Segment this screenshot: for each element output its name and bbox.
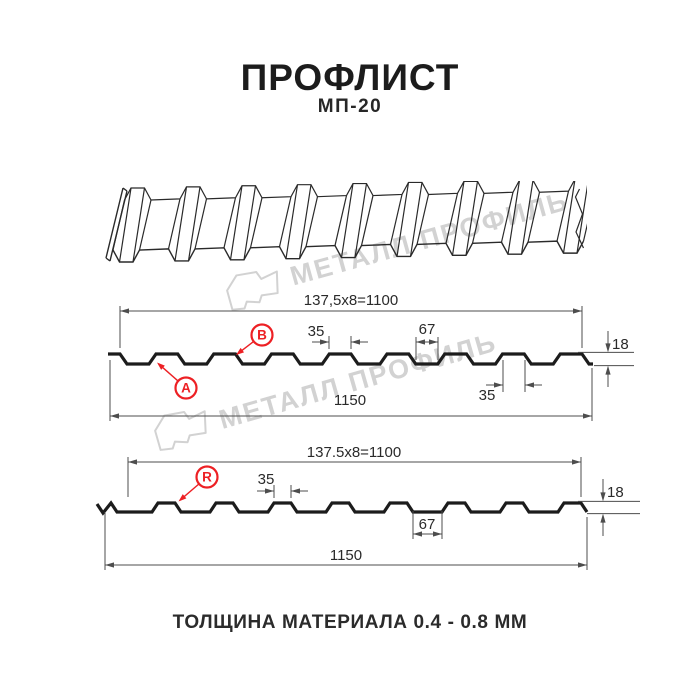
rib-edge-line (132, 187, 146, 263)
rib-edge-line (194, 198, 208, 250)
section-drawing-top: 137,5x8=1100 1150 35 67 35 18 A B (108, 292, 634, 421)
arrowhead (120, 308, 129, 314)
rib-edge-line (223, 197, 237, 248)
arrowhead (351, 339, 360, 345)
front-edge-path (112, 240, 585, 263)
arrowhead (110, 413, 119, 419)
rib-edge-line (409, 182, 423, 257)
rib-edge-line (354, 183, 368, 258)
rib-edge-line (174, 186, 188, 261)
rib-edge-line (340, 183, 354, 258)
profile-outline (108, 352, 593, 366)
callout-markers (157, 323, 274, 400)
rib-edge-line (334, 195, 348, 246)
arrowhead (433, 531, 442, 537)
arrowhead (105, 562, 114, 568)
point-marker-r: R (202, 470, 212, 485)
dimensions (104, 457, 640, 570)
material-thickness-note: ТОЛЩИНА МАТЕРИАЛА 0.4 - 0.8 ММ (172, 612, 528, 633)
profile-3d-view (105, 181, 587, 263)
dim-label-rib-bottom: 35 (479, 387, 496, 404)
rib-edge-line (285, 184, 299, 259)
arrowhead (494, 382, 503, 388)
right-cut-edge (574, 188, 585, 249)
rib-edge-line (562, 181, 576, 254)
arrowhead (416, 339, 425, 345)
arrowhead (572, 459, 581, 465)
arrowhead (578, 562, 587, 568)
arrowhead (583, 413, 592, 419)
arrowhead (320, 339, 329, 345)
dim-label-rib-top: 35 (258, 471, 275, 488)
marker-circle (195, 465, 219, 489)
rib-edge-line (389, 194, 403, 245)
rib-edge-line (527, 192, 541, 243)
rib-edge-line (138, 199, 152, 251)
rib-edge-line (167, 198, 181, 250)
marker-circle (250, 323, 274, 347)
rib-edge-line (278, 196, 292, 247)
rib-edge-line (118, 187, 132, 263)
rib-edge-line (249, 197, 263, 248)
arrowhead (291, 488, 300, 494)
rib-edge-line (471, 193, 485, 244)
rib-edge-line (500, 192, 514, 243)
rib-edge-line (360, 195, 374, 246)
rib-edge-line (396, 182, 410, 257)
point-marker-b: B (257, 328, 267, 343)
arrowhead (600, 513, 606, 523)
leader-arrowhead (157, 362, 165, 370)
arrowhead (605, 343, 611, 353)
leader-arrowhead (236, 347, 245, 355)
arrowhead (600, 492, 606, 502)
rib-edge-line (298, 184, 312, 259)
rib-edge-line (465, 181, 479, 256)
arrowhead (128, 459, 137, 465)
profile-model-subtitle: МП-20 (317, 96, 383, 117)
rib-edge-line (507, 181, 520, 255)
dim-label-height: 18 (607, 484, 624, 501)
dim-label-rib-top: 35 (308, 323, 325, 340)
dim-label-valley: 67 (419, 321, 436, 338)
metall-profil-logo-icon (154, 410, 207, 451)
point-marker-a: A (181, 381, 191, 396)
arrowhead (413, 531, 422, 537)
arrowhead (605, 365, 611, 375)
dim-label-pitch: 137,5x8=1100 (304, 292, 398, 309)
arrowhead (429, 339, 438, 345)
dim-label-valley: 67 (419, 516, 436, 533)
rib-edge-line (305, 196, 319, 247)
marker-circle (174, 376, 198, 400)
profile-outline (95, 500, 589, 516)
arrowhead (265, 488, 274, 494)
dim-label-pitch: 137.5x8=1100 (307, 444, 401, 461)
dim-label-total-width: 1150 (334, 392, 366, 409)
leader-arrowhead (178, 494, 187, 502)
rib-edge-line (416, 194, 430, 245)
metall-profil-logo-icon (226, 270, 279, 311)
rib-edge-line (445, 193, 459, 244)
dimensions (109, 306, 634, 421)
arrowhead (573, 308, 582, 314)
left-cut-edge (105, 187, 128, 262)
rib-edge-line (243, 185, 257, 260)
rib-edge-line (451, 181, 465, 256)
rib-edge-line (187, 186, 201, 261)
rib-edge-line (229, 185, 243, 260)
page-title: ПРОФЛИСТ (240, 57, 460, 98)
rib-edge-line (556, 190, 570, 242)
dim-label-height: 18 (612, 336, 629, 353)
rib-edge-line (576, 184, 587, 254)
dim-label-total-width: 1150 (330, 547, 362, 564)
rib-edge-line (582, 223, 587, 242)
rib-edge-line (520, 181, 534, 255)
section-drawing-bottom: 137.5x8=1100 1150 35 67 18 R (95, 444, 640, 570)
arrowhead (525, 382, 534, 388)
callout-markers (178, 465, 219, 502)
back-edge-path (123, 181, 575, 201)
